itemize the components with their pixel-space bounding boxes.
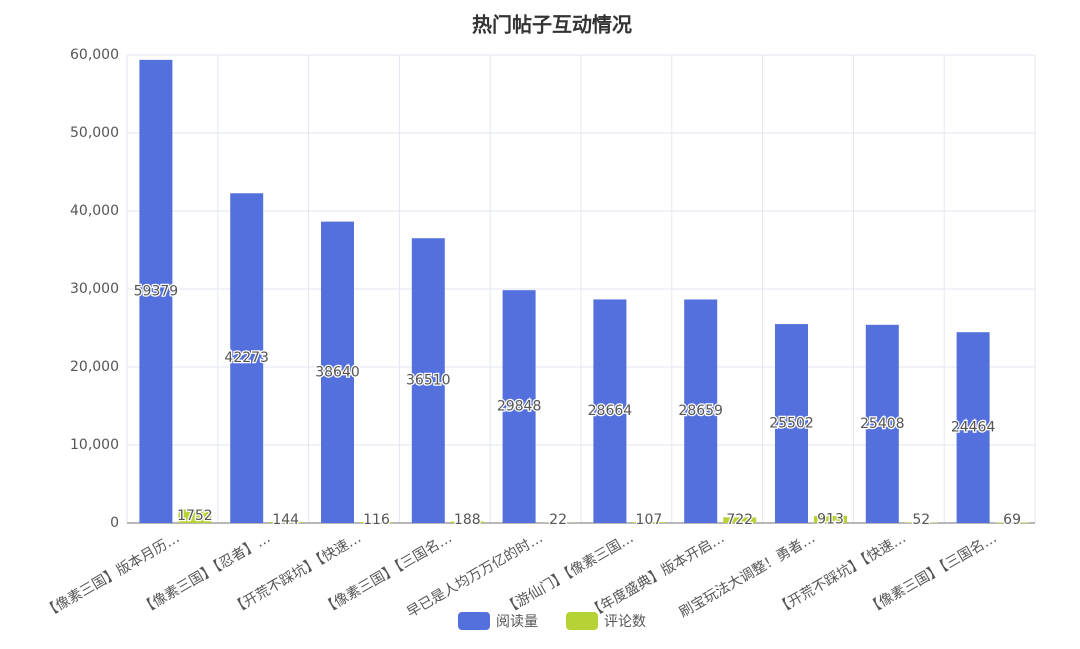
value-label: 36510: [406, 373, 451, 389]
value-label: 144: [272, 512, 299, 528]
value-label: 116: [363, 512, 390, 528]
y-tick-label: 10,000: [70, 437, 119, 453]
bar: [450, 521, 484, 523]
value-label: 188: [454, 512, 481, 528]
bar: [178, 509, 212, 523]
chart-title: 热门帖子互动情况: [472, 13, 632, 37]
bar: [360, 522, 393, 523]
value-label: 913: [817, 511, 844, 527]
bar: [593, 299, 627, 523]
bar: [411, 238, 445, 524]
value-label: 722: [726, 512, 753, 528]
bar: [321, 221, 354, 523]
y-tick-label: 60,000: [70, 47, 119, 63]
y-tick-label: 40,000: [70, 203, 119, 219]
value-label: 29848: [497, 399, 542, 415]
value-label: 22: [549, 512, 567, 528]
bar: [995, 522, 1029, 523]
value-label: 107: [636, 512, 663, 528]
bar: [230, 193, 264, 523]
y-tick-label: 0: [110, 515, 119, 531]
value-label: 38640: [315, 364, 360, 380]
value-label: 25502: [769, 416, 814, 432]
value-label: 69: [1003, 512, 1021, 528]
bar: [632, 522, 666, 523]
legend-label: 阅读量: [496, 613, 538, 630]
bar: [139, 59, 173, 523]
value-label: 28659: [678, 403, 723, 419]
bar: [502, 290, 536, 523]
value-label: 24464: [951, 420, 996, 436]
bar: [775, 324, 808, 523]
y-tick-label: 20,000: [70, 359, 119, 375]
value-label: 59379: [134, 283, 179, 299]
value-label: 25408: [860, 416, 905, 432]
value-label: 1752: [177, 508, 213, 524]
y-tick-label: 30,000: [70, 281, 119, 297]
y-tick-label: 50,000: [70, 125, 119, 141]
value-label: 42273: [224, 350, 269, 366]
bar: [684, 299, 718, 523]
legend-swatch: [458, 612, 490, 630]
bar: [269, 521, 303, 523]
bar: [956, 332, 990, 523]
value-label: 52: [912, 512, 930, 528]
value-label: 28664: [588, 403, 633, 419]
bar: [814, 515, 847, 523]
legend-label: 评论数: [604, 614, 646, 630]
bar: [723, 517, 757, 523]
legend-swatch: [566, 612, 598, 630]
bar: [865, 324, 899, 523]
